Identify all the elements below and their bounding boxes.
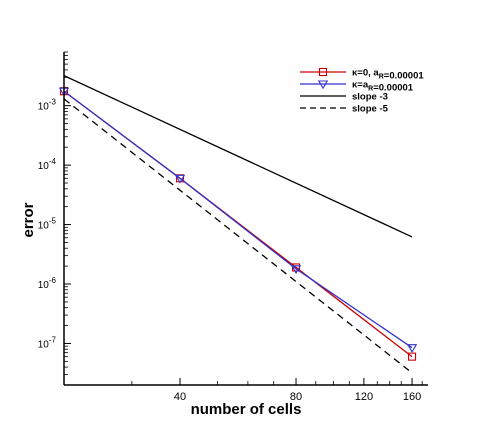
- x-tick-label: 40: [174, 391, 186, 403]
- data-point: [290, 265, 302, 275]
- y-tick-label: 10-4: [38, 157, 57, 172]
- legend-label-0: κ=0, aR=0.00001: [352, 68, 424, 82]
- legend-marker-0: [318, 67, 328, 77]
- legend-label-2: slope -3: [352, 92, 388, 103]
- axes-layer: 10-7 10-6 10-5 10-4 10-3 40 80 120 160: [38, 51, 428, 403]
- series-line-1: [63, 90, 413, 349]
- data-point: [407, 352, 417, 361]
- data-point: [174, 174, 186, 184]
- y-tick-label: 10-6: [38, 276, 57, 291]
- y-tick-label: 10-5: [38, 217, 57, 232]
- x-tick-label: 160: [403, 391, 421, 403]
- x-axis-title: number of cells: [191, 401, 302, 418]
- series-layer: [58, 75, 418, 374]
- legend-marker-1: [317, 80, 329, 90]
- series-line-3: [63, 98, 413, 374]
- y-tick-label: 10-3: [38, 98, 57, 113]
- x-tick-label: 80: [290, 391, 302, 403]
- legend-label-1: κ=aR=0.00001: [352, 80, 414, 94]
- data-point: [406, 344, 418, 353]
- x-tick-label: 120: [355, 391, 373, 403]
- y-tick-label: 10-7: [38, 335, 57, 350]
- series-line-2: [63, 75, 413, 238]
- y-axis-title: error: [20, 202, 37, 237]
- legend-label-3: slope -5: [352, 104, 389, 115]
